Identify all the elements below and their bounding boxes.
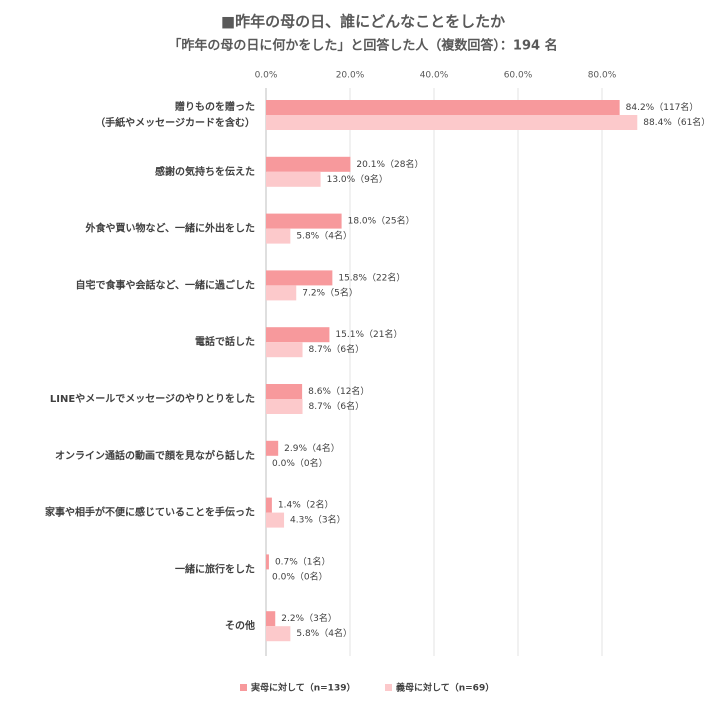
value-label: 4.3%（3名） <box>290 514 346 526</box>
x-tick-label: 60.0% <box>504 71 533 81</box>
category-label: 自宅で食事や会話など、一緒に過ごした <box>76 278 256 291</box>
value-label: 5.8%（4名） <box>296 627 352 639</box>
bar <box>266 440 279 456</box>
bar <box>266 285 297 301</box>
chart-title: ■昨年の母の日、誰にどんなことをしたか <box>221 13 505 31</box>
legend-label: 義母に対して（n=69） <box>396 682 494 694</box>
value-label: 0.0%（0名） <box>272 457 328 469</box>
value-label: 88.4%（61名） <box>643 116 710 128</box>
value-label: 7.2%（5名） <box>302 286 358 298</box>
x-tick-label: 80.0% <box>588 71 617 81</box>
value-label: 13.0%（9名） <box>327 173 388 185</box>
value-label: 5.8%（4名） <box>296 230 352 242</box>
bar <box>266 228 291 244</box>
value-label: 15.1%（21名） <box>335 328 402 340</box>
bar <box>266 384 303 399</box>
bar <box>266 512 285 528</box>
category-label: 家事や相手が不便に感じていることを手伝った <box>45 506 255 519</box>
x-tick-label: 20.0% <box>336 71 365 81</box>
bar <box>266 156 351 172</box>
value-label: 8.6%（12名） <box>308 385 369 397</box>
bar <box>266 171 321 187</box>
bar <box>266 213 342 229</box>
category-label: オンライン通話の動画で顔を見ながら話した <box>55 449 255 462</box>
chart-subtitle: 「昨年の母の日に何かをした」と回答した人（複数回答）：194 名 <box>168 38 557 54</box>
legend-label: 実母に対して（n=139） <box>251 682 355 694</box>
category-label: 外食や買い物など、一緒に外出をした <box>85 222 256 235</box>
category-label: 電話で話した <box>195 335 255 348</box>
bar <box>266 497 272 513</box>
bar <box>266 100 620 115</box>
value-label: 8.7%（6名） <box>309 343 365 355</box>
x-tick-label: 40.0% <box>420 71 449 81</box>
category-label: 贈りものを贈った（手紙やメッセージカードを含む） <box>95 100 255 129</box>
bar <box>266 626 291 642</box>
bar <box>266 327 330 343</box>
bar <box>266 399 303 414</box>
value-label: 15.8%（22名） <box>338 271 405 283</box>
bar <box>266 611 276 627</box>
value-label: 2.9%（4名） <box>284 442 340 454</box>
legend-swatch <box>240 684 247 691</box>
bar <box>266 115 638 130</box>
value-label: 8.7%（6名） <box>309 400 365 412</box>
bar <box>266 554 269 570</box>
value-label: 2.2%（3名） <box>281 612 337 624</box>
category-label: LINEやメールでメッセージのやりとりをした <box>50 393 255 405</box>
bar <box>266 270 333 286</box>
value-label: 1.4%（2名） <box>278 499 334 511</box>
value-label: 84.2%（117名） <box>626 101 699 113</box>
value-label: 0.7%（1名） <box>275 555 331 567</box>
category-label: 一緒に旅行をした <box>175 562 255 575</box>
value-label: 18.0%（25名） <box>348 215 415 227</box>
value-label: 0.0%（0名） <box>272 570 328 582</box>
category-label: その他 <box>225 619 255 632</box>
bar <box>266 342 303 358</box>
legend-swatch <box>385 684 392 691</box>
x-tick-label: 0.0% <box>255 71 278 81</box>
category-label: 感謝の気持ちを伝えた <box>155 165 255 178</box>
value-label: 20.1%（28名） <box>356 158 423 170</box>
